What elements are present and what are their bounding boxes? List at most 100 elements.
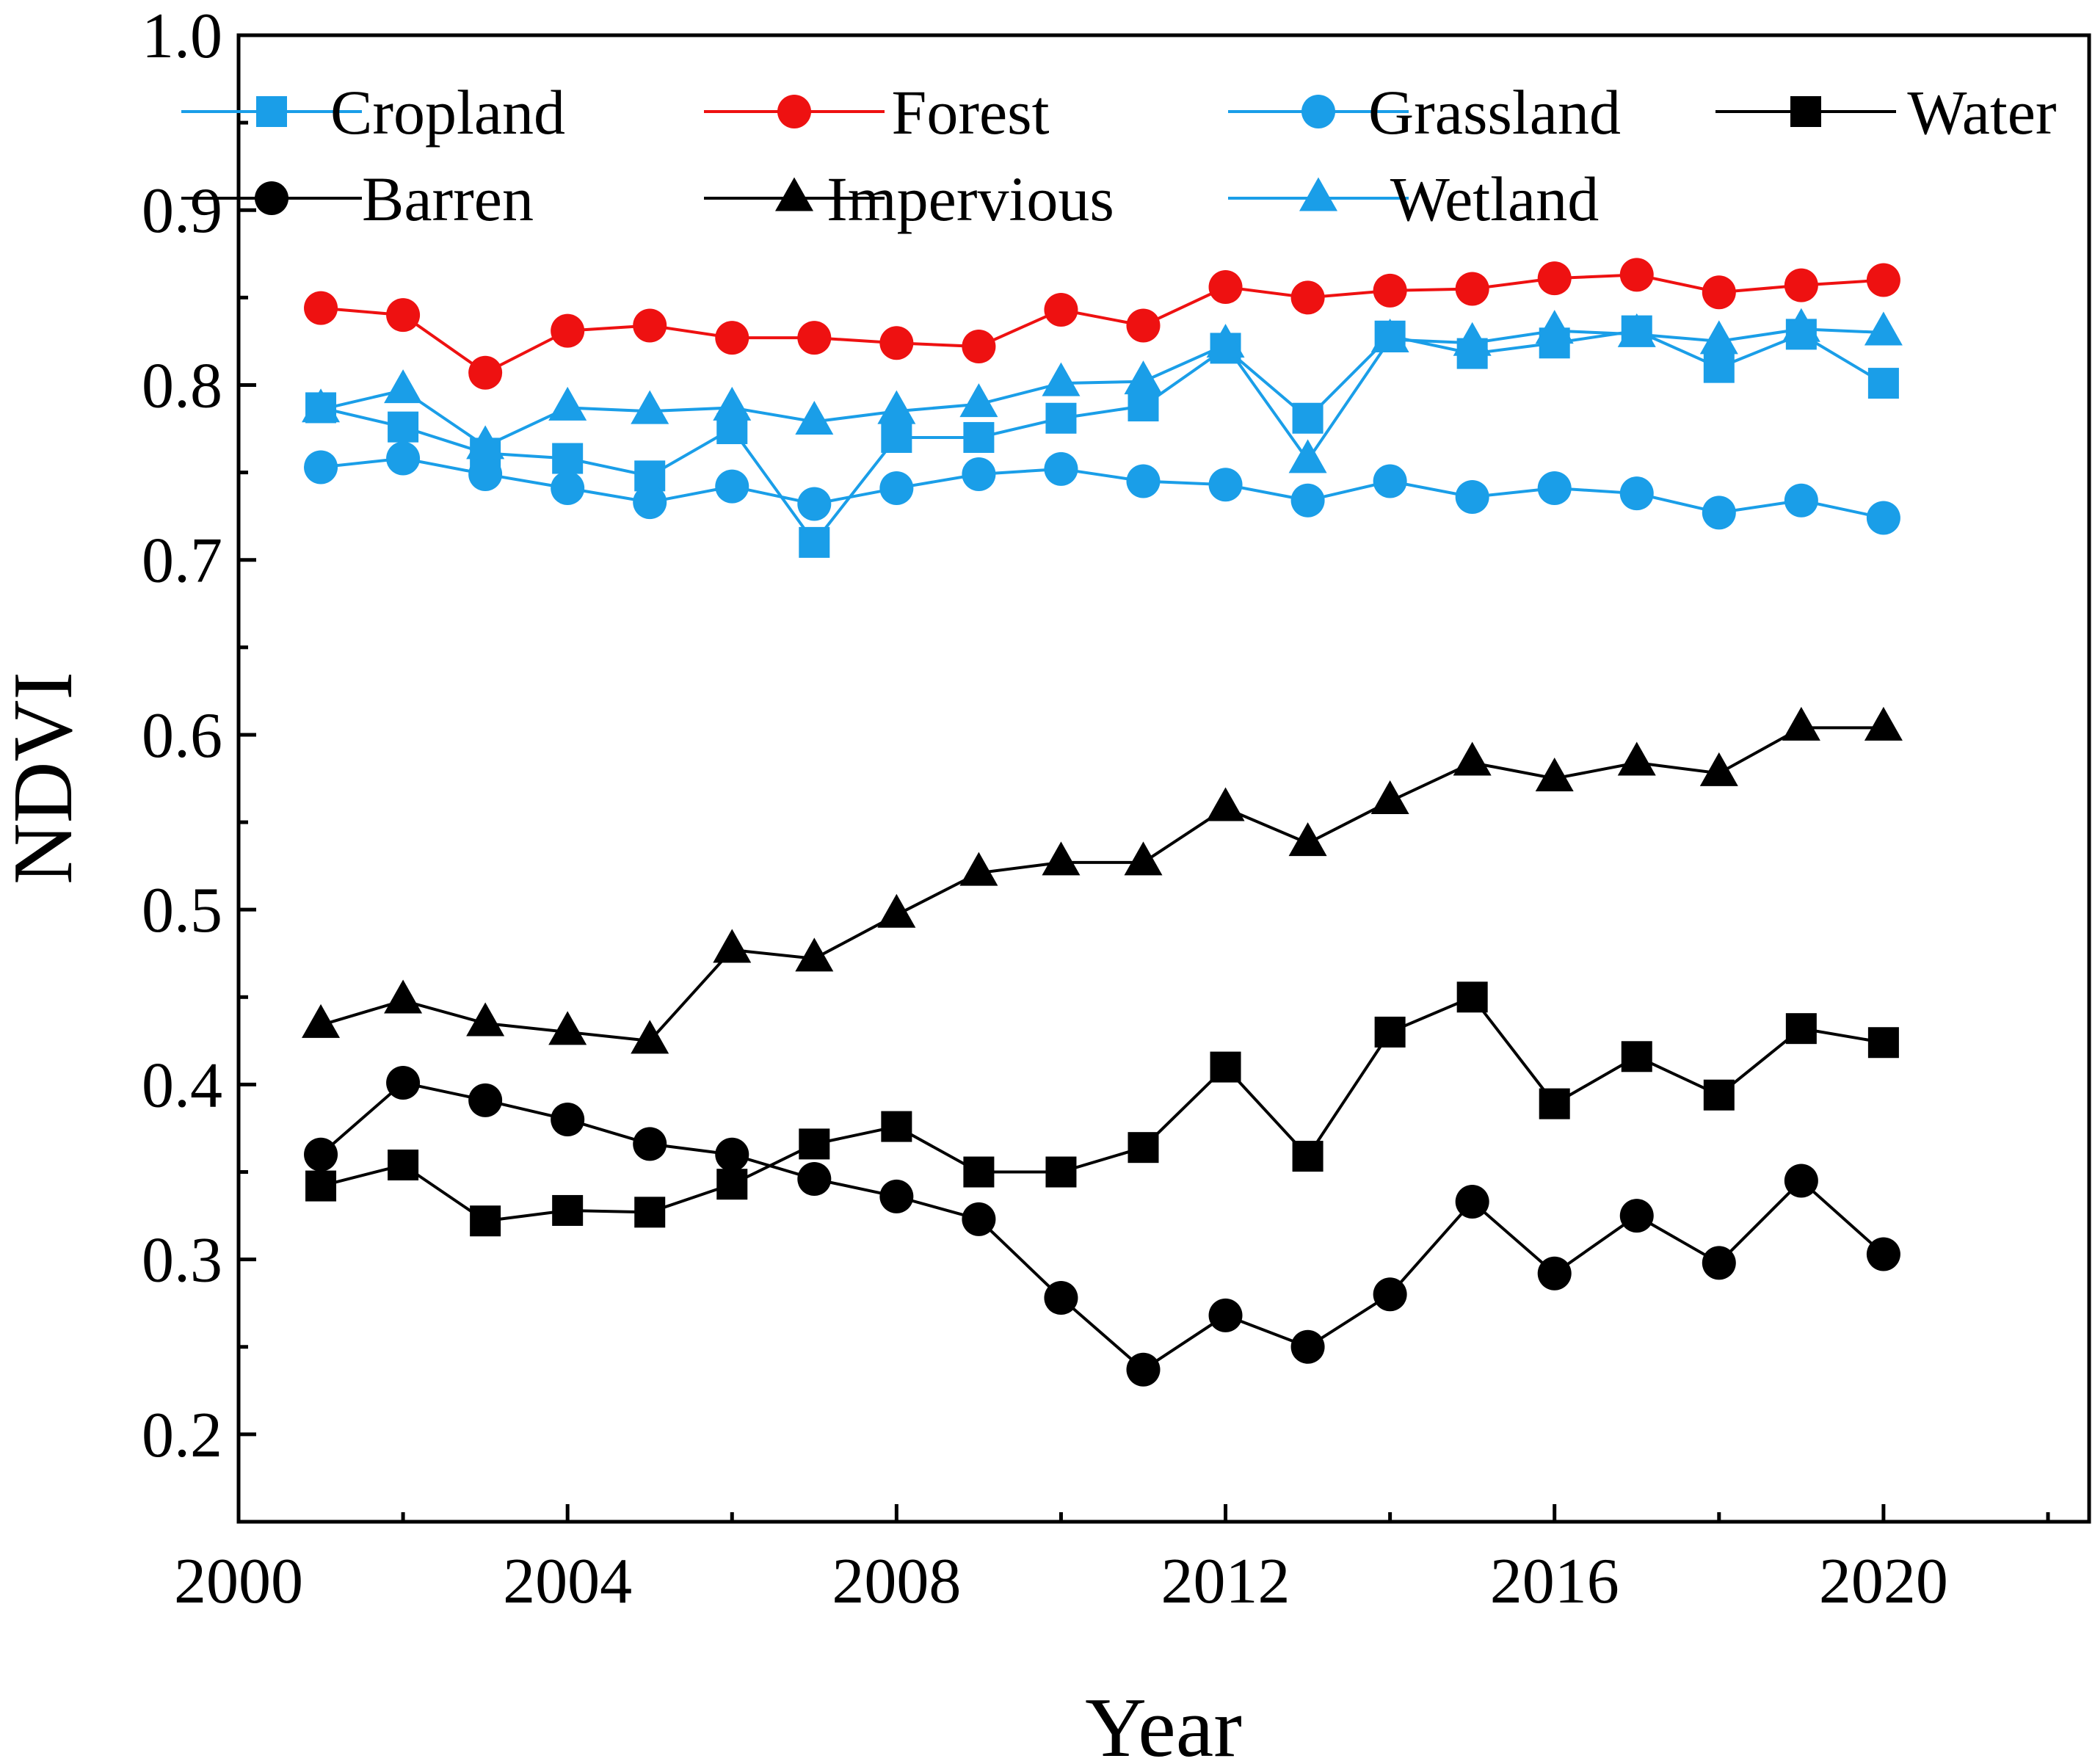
data-point-impervious bbox=[1288, 822, 1327, 857]
y-axis-title: NDVI bbox=[0, 672, 90, 885]
data-point-cropland bbox=[1867, 368, 1899, 399]
data-point-impervious bbox=[548, 1011, 587, 1045]
data-point-water bbox=[552, 1194, 584, 1226]
data-point-impervious bbox=[631, 1020, 669, 1054]
y-tick-label: 0.7 bbox=[142, 526, 222, 597]
data-point-wetland bbox=[1699, 320, 1738, 355]
legend-label: Impervious bbox=[827, 164, 1114, 234]
data-point-forest bbox=[1126, 308, 1161, 343]
data-point-grassland bbox=[1455, 479, 1489, 514]
series-line-wetland bbox=[320, 327, 1884, 463]
data-point-forest bbox=[962, 330, 996, 364]
data-point-wetland bbox=[1453, 322, 1492, 356]
y-tick-label: 0.3 bbox=[142, 1225, 222, 1296]
x-tick-label: 2012 bbox=[1161, 1546, 1290, 1617]
data-point-barren bbox=[879, 1179, 914, 1213]
legend-item-forest: Forest bbox=[704, 77, 1050, 148]
data-point-forest bbox=[715, 321, 749, 355]
data-point-cropland bbox=[963, 421, 995, 453]
y-tick-label: 0.5 bbox=[142, 875, 222, 946]
data-point-impervious bbox=[1617, 741, 1656, 776]
legend-marker bbox=[255, 181, 288, 215]
data-point-water bbox=[1374, 1016, 1406, 1048]
data-point-grassland bbox=[1619, 476, 1654, 511]
data-point-barren bbox=[633, 1127, 667, 1161]
data-point-barren bbox=[386, 1066, 421, 1100]
data-point-grassland bbox=[1784, 483, 1818, 518]
data-point-wetland bbox=[1864, 311, 1903, 346]
data-point-impervious bbox=[1042, 841, 1081, 876]
data-point-water bbox=[305, 1170, 337, 1202]
legend-item-grassland: Grassland bbox=[1228, 77, 1621, 148]
data-point-forest bbox=[1208, 270, 1243, 305]
x-tick-label: 2000 bbox=[174, 1546, 303, 1617]
legend-item-impervious: Impervious bbox=[704, 164, 1114, 234]
series-line-impervious bbox=[320, 726, 1884, 1042]
legend-marker bbox=[1790, 96, 1821, 127]
axis-layer: 0.2 0.3 0.4 0.5 0.6 0.7 0.8 0.9 1.0 2000 2004 2008 2… bbox=[142, 1, 2050, 1617]
data-point-barren bbox=[468, 1083, 503, 1117]
data-point-water bbox=[1621, 1041, 1652, 1072]
data-point-wetland bbox=[302, 388, 341, 423]
data-point-forest bbox=[1866, 263, 1900, 297]
series-forest bbox=[304, 258, 1900, 390]
data-point-wetland bbox=[548, 386, 587, 421]
data-point-wetland bbox=[1535, 310, 1574, 344]
data-point-impervious bbox=[1782, 706, 1820, 741]
data-point-barren bbox=[551, 1103, 585, 1137]
x-tick-label: 2016 bbox=[1490, 1546, 1619, 1617]
data-point-barren bbox=[1866, 1237, 1900, 1271]
data-point-water bbox=[716, 1169, 748, 1200]
y-tick-label: 0.6 bbox=[142, 700, 222, 772]
legend-label: Cropland bbox=[330, 77, 565, 148]
data-point-wetland bbox=[959, 383, 998, 418]
legend-item-wetland: Wetland bbox=[1228, 164, 1599, 234]
data-point-water bbox=[1785, 1013, 1817, 1045]
data-point-water bbox=[963, 1156, 995, 1188]
data-point-impervious bbox=[466, 1002, 505, 1037]
data-point-barren bbox=[715, 1137, 749, 1172]
data-point-forest bbox=[304, 291, 338, 325]
series-barren bbox=[304, 1066, 1900, 1387]
legend-marker bbox=[777, 95, 811, 128]
series-cropland bbox=[305, 315, 1899, 558]
data-point-grassland bbox=[715, 469, 749, 504]
series-impervious bbox=[302, 706, 1903, 1054]
data-point-grassland bbox=[1537, 471, 1572, 506]
data-point-forest bbox=[1619, 258, 1654, 292]
legend-item-barren: Barren bbox=[181, 164, 534, 234]
data-point-wetland bbox=[1042, 362, 1081, 396]
data-point-water bbox=[634, 1197, 666, 1228]
data-point-water bbox=[1128, 1132, 1159, 1164]
data-point-grassland bbox=[304, 450, 338, 484]
legend-marker bbox=[1299, 177, 1337, 211]
data-point-cropland bbox=[881, 421, 912, 453]
data-point-water bbox=[799, 1128, 830, 1160]
legend: Cropland Forest Grassland Water Barren Imperv… bbox=[181, 77, 2057, 234]
data-point-impervious bbox=[713, 929, 752, 963]
data-point-wetland bbox=[1206, 324, 1245, 358]
data-point-barren bbox=[1702, 1246, 1736, 1280]
data-point-grassland bbox=[879, 471, 914, 506]
data-point-wetland bbox=[1124, 360, 1163, 395]
legend-item-water: Water bbox=[1715, 77, 2057, 148]
data-point-wetland bbox=[1288, 439, 1327, 473]
data-point-water bbox=[1867, 1027, 1899, 1059]
data-point-wetland bbox=[877, 390, 916, 424]
legend-item-cropland: Cropland bbox=[181, 77, 565, 148]
x-tick-label: 2020 bbox=[1819, 1546, 1948, 1617]
data-point-wetland bbox=[384, 369, 423, 404]
data-point-grassland bbox=[633, 485, 667, 520]
data-point-grassland bbox=[1702, 496, 1736, 530]
data-point-grassland bbox=[1290, 483, 1325, 518]
data-point-forest bbox=[551, 313, 585, 348]
data-point-grassland bbox=[386, 441, 421, 476]
data-point-barren bbox=[304, 1137, 338, 1172]
data-point-wetland bbox=[1617, 313, 1656, 347]
data-point-barren bbox=[962, 1202, 996, 1236]
legend-label: Barren bbox=[362, 164, 534, 234]
data-point-water bbox=[1210, 1051, 1241, 1083]
series-grassland bbox=[304, 441, 1900, 535]
legend-label: Forest bbox=[892, 77, 1050, 148]
